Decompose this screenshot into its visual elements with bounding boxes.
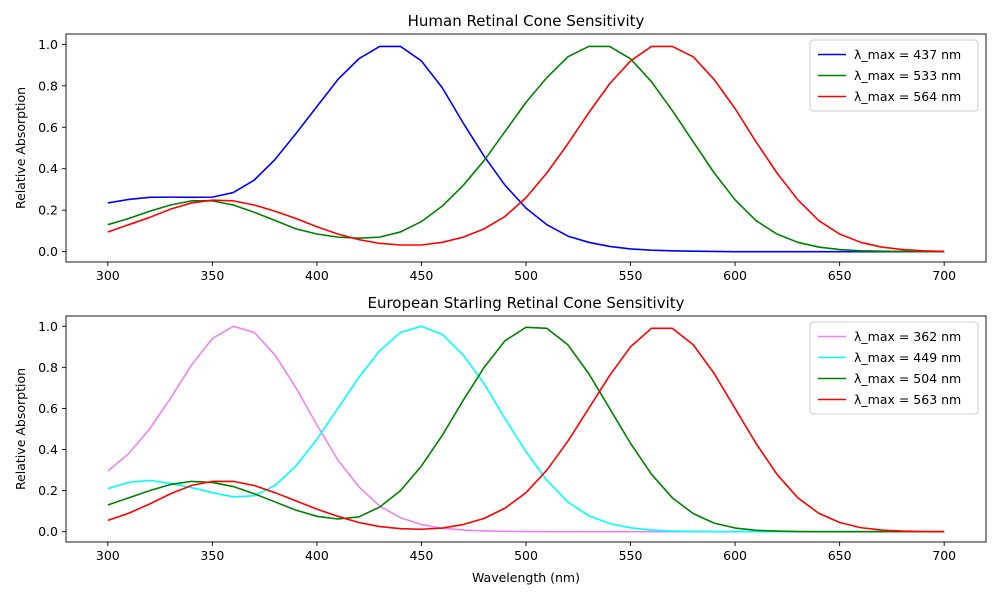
legend-box <box>809 39 979 112</box>
x-tick-label: 500 <box>514 268 538 283</box>
legend-box <box>809 321 979 415</box>
x-tick-label: 400 <box>305 548 329 563</box>
y-tick-label: 0.0 <box>38 244 58 259</box>
y-tick-label: 0.8 <box>38 360 58 375</box>
y-tick-label: 1.0 <box>38 37 58 52</box>
x-tick-label: 600 <box>723 268 747 283</box>
chart-panel-1: 300 350 400 450 500 550 600 650 700 0.0 0.2 0.4 0.6 0… <box>13 12 987 283</box>
x-tick-label: 700 <box>932 548 956 563</box>
series-line-1 <box>107 45 945 253</box>
legend-label: λ_max = 437 nm <box>854 47 961 62</box>
y-tick-label: 0.2 <box>38 203 58 218</box>
y-tick-label: 0.0 <box>38 524 58 539</box>
series-line-2 <box>107 45 945 253</box>
y-tick-label: 0.6 <box>38 120 58 135</box>
y-tick-label: 0.2 <box>38 483 58 498</box>
x-tick-label: 300 <box>96 268 120 283</box>
y-tick-label: 1.0 <box>38 319 58 334</box>
legend-label: λ_max = 533 nm <box>854 68 961 83</box>
x-tick-label: 400 <box>305 268 329 283</box>
y-tick-label: 0.8 <box>38 78 58 93</box>
x-tick-label: 700 <box>932 268 956 283</box>
x-tick-label: 550 <box>619 268 643 283</box>
legend: λ_max = 437 nm λ_max = 533 nm λ_max = 564 … <box>809 39 979 112</box>
x-tick-label: 650 <box>828 268 852 283</box>
x-tick-label: 350 <box>200 268 224 283</box>
x-tick-label: 450 <box>410 268 434 283</box>
x-tick-label: 600 <box>723 548 747 563</box>
y-tick-label: 0.4 <box>38 442 58 457</box>
legend-label: λ_max = 449 nm <box>854 350 961 365</box>
x-tick-label: 300 <box>96 548 120 563</box>
series-line-3 <box>107 326 945 533</box>
legend-label: λ_max = 504 nm <box>854 371 961 386</box>
chart-panel-2: 300 350 400 450 500 550 600 650 700 0.0 0.2 0.4 0.6 0… <box>13 294 987 585</box>
legend-label: λ_max = 564 nm <box>854 89 961 104</box>
x-tick-label: 550 <box>619 548 643 563</box>
x-tick-label: 350 <box>200 548 224 563</box>
x-tick-label: 650 <box>828 548 852 563</box>
y-tick-label: 0.4 <box>38 161 58 176</box>
y-tick-label: 0.6 <box>38 401 58 416</box>
x-axis-label: Wavelength (nm) <box>472 570 580 585</box>
series-line-4 <box>107 327 945 533</box>
chart-title: Human Retinal Cone Sensitivity <box>408 12 645 30</box>
legend-label: λ_max = 563 nm <box>854 392 961 407</box>
x-tick-label: 500 <box>514 548 538 563</box>
chart-title: European Starling Retinal Cone Sensitivi… <box>367 294 684 312</box>
legend-label: λ_max = 362 nm <box>854 329 961 344</box>
y-axis-label: Relative Absorption <box>13 87 28 209</box>
y-axis-label: Relative Absorption <box>13 368 28 490</box>
x-tick-label: 450 <box>410 548 434 563</box>
legend: λ_max = 362 nm λ_max = 449 nm λ_max = 504 … <box>809 321 979 415</box>
series-line-3 <box>107 45 945 253</box>
